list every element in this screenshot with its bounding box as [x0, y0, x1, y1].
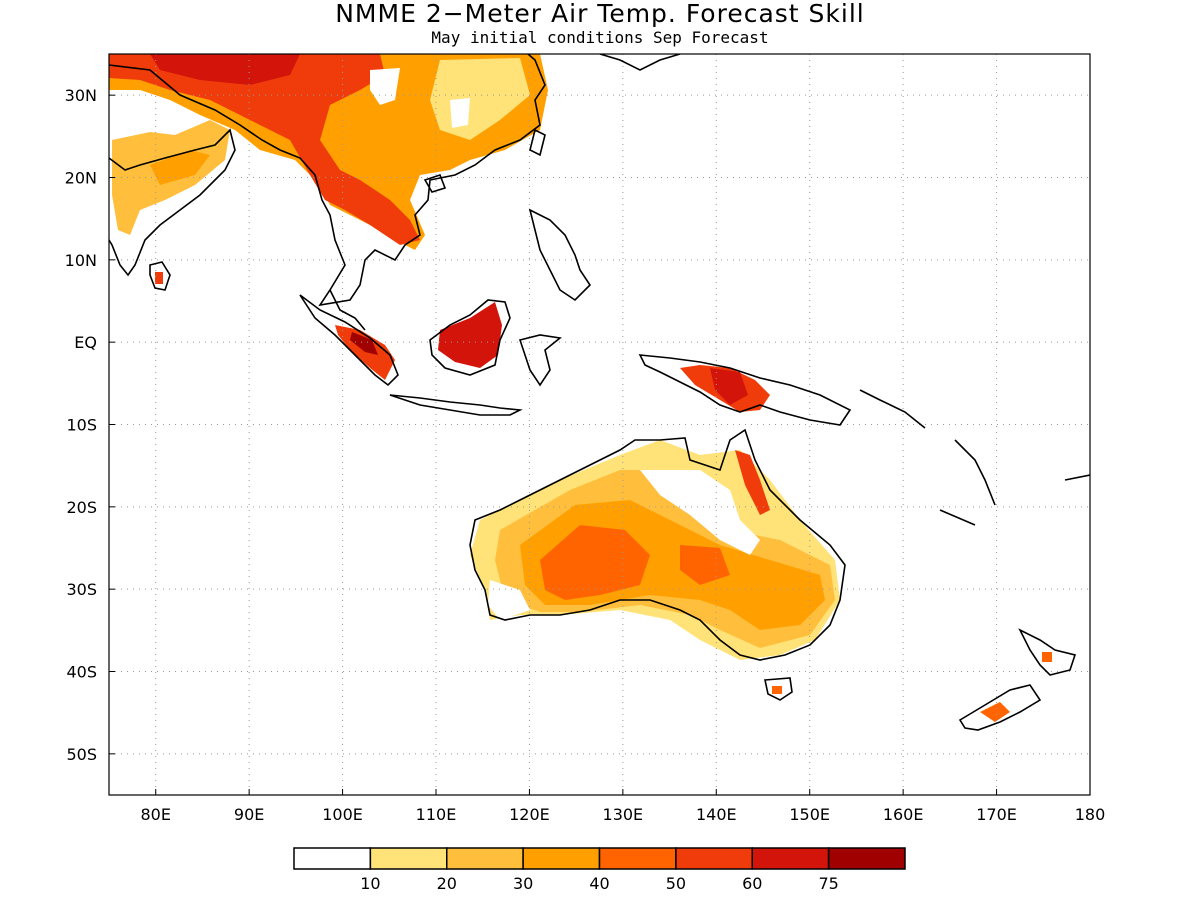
coast-tasmania — [764, 677, 793, 701]
colorbar-swatch — [446, 847, 524, 870]
coastlines — [109, 54, 1090, 731]
lat-tick-label: 10S — [66, 416, 97, 435]
colorbar-label: 30 — [513, 874, 533, 893]
newguinea-skill-core — [710, 368, 748, 405]
lon-tick-label: 80E — [140, 805, 170, 824]
coast-pacific-islands — [859, 389, 1090, 526]
coast-philippines — [528, 208, 592, 302]
colorbar-swatch — [293, 847, 372, 870]
coast-nz-south — [958, 684, 1042, 731]
colorbar-swatch — [369, 847, 448, 870]
colorbar-swatch — [751, 847, 830, 870]
lat-tick-label: 30N — [65, 86, 97, 105]
asia-skill-white2 — [450, 98, 470, 128]
colorbar-label: 20 — [437, 874, 457, 893]
lon-tick-label: 110E — [416, 805, 457, 824]
lon-tick-label: 170E — [976, 805, 1017, 824]
coast-sulawesi — [518, 334, 562, 387]
map-frame — [108, 53, 1091, 796]
australia-skill-red2 — [680, 545, 730, 585]
colorbar-label: 50 — [666, 874, 686, 893]
coast-java — [389, 394, 523, 416]
coast-nz-north — [1018, 628, 1077, 676]
coast-australia — [469, 428, 846, 661]
coast-srilanka — [149, 261, 171, 291]
asia-skill-white1 — [370, 68, 400, 105]
coast-japan — [599, 54, 681, 71]
lon-tick-label: 180 — [1075, 805, 1106, 824]
india-skill-dark — [150, 150, 210, 185]
colorbar-swatch — [675, 847, 753, 870]
coast-taiwan — [529, 128, 546, 157]
tasmania-skill — [772, 686, 782, 694]
lon-tick-label: 140E — [696, 805, 737, 824]
colorbar-swatch — [522, 847, 601, 870]
coast-sumatra — [299, 294, 399, 387]
queensland-skill — [735, 450, 770, 515]
colorbar-swatch — [598, 847, 677, 870]
lon-tick-label: 160E — [883, 805, 924, 824]
coast-malay — [329, 289, 366, 331]
lon-tick-label: 100E — [322, 805, 363, 824]
borneo-skill — [438, 302, 502, 368]
lon-tick-label: 90E — [234, 805, 264, 824]
colorbar-label: 10 — [360, 874, 380, 893]
colorbar-label: 75 — [818, 874, 838, 893]
map-gridlines — [109, 54, 1090, 795]
asia-skill-inner — [109, 54, 420, 245]
lon-tick-label: 130E — [603, 805, 644, 824]
lat-tick-label: 40S — [66, 663, 97, 682]
lon-tick-label: 150E — [789, 805, 830, 824]
lat-tick-label: 10N — [65, 251, 97, 270]
sumatra-skill-core — [350, 332, 378, 355]
lat-tick-label: EQ — [74, 333, 97, 352]
colorbar-label: 60 — [742, 874, 762, 893]
map-subtitle: May initial conditions Sep Forecast — [431, 28, 769, 47]
sumatra-skill — [335, 325, 395, 380]
lat-tick-label: 20S — [66, 498, 97, 517]
australia-skill-red — [540, 525, 650, 600]
colorbar-label: 40 — [589, 874, 609, 893]
coast-borneo — [429, 299, 511, 376]
coast-hainan — [423, 173, 447, 193]
nz-skill-north — [1042, 652, 1052, 662]
skill-shading — [109, 54, 1052, 722]
map-title: NMME 2−Meter Air Temp. Forecast Skill — [335, 0, 865, 28]
map-ticks: 30N 20N 10N EQ 10S 20S 30S 40S 50S 80E 90E 100E 110E… — [65, 86, 1106, 824]
asia-skill-core — [150, 54, 300, 85]
lat-tick-label: 50S — [66, 745, 97, 764]
coast-newguinea — [638, 354, 852, 426]
srilanka-skill — [155, 272, 163, 284]
australia-white-north — [640, 470, 760, 555]
colorbar-swatch — [827, 847, 906, 870]
coast-india — [109, 128, 236, 277]
lat-tick-label: 20N — [65, 169, 97, 188]
lat-tick-label: 30S — [66, 580, 97, 599]
lon-tick-label: 120E — [509, 805, 550, 824]
coast-asia — [109, 54, 546, 307]
colorbar: 10 20 30 40 50 60 75 — [293, 847, 906, 893]
nz-skill-south — [980, 702, 1010, 722]
australia-white-sw — [488, 580, 530, 620]
